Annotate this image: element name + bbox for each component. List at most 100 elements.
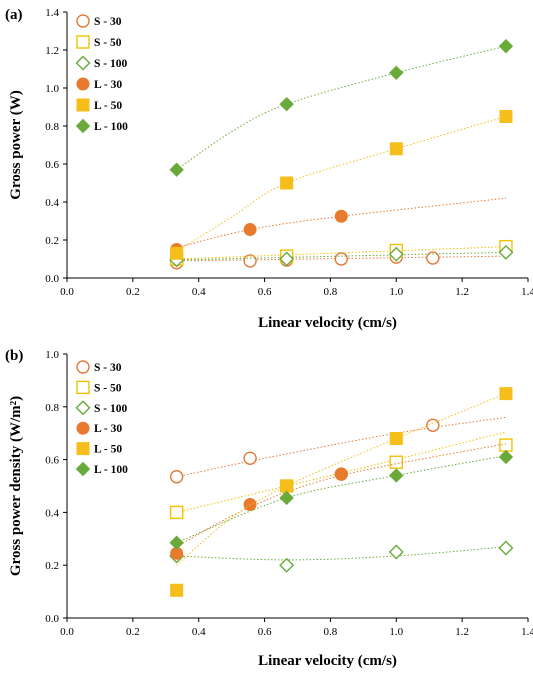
y-tick-label: 0.4 xyxy=(45,197,59,209)
data-point xyxy=(389,142,403,156)
data-point xyxy=(280,176,294,190)
legend-label: S - 30 xyxy=(94,16,122,28)
data-point xyxy=(389,455,403,469)
y-tick-label: 0.4 xyxy=(45,507,59,519)
data-point xyxy=(498,244,514,260)
data-point xyxy=(334,209,348,223)
data-point xyxy=(498,540,514,556)
x-tick-label: 1.2 xyxy=(455,626,469,638)
trendline xyxy=(176,251,506,261)
x-tick-label: 0.2 xyxy=(126,626,140,638)
data-point xyxy=(170,583,184,597)
legend-label: L - 30 xyxy=(94,79,122,91)
y-tick-label: 0.6 xyxy=(45,159,59,171)
data-point xyxy=(499,387,513,401)
legend-label: L - 30 xyxy=(94,423,122,435)
series-l-50 xyxy=(170,387,513,597)
data-point xyxy=(279,557,295,573)
panel-label: (b) xyxy=(5,348,23,364)
x-axis-title: Linear velocity (cm/s) xyxy=(258,315,397,331)
data-point xyxy=(169,162,184,177)
data-point xyxy=(170,246,184,260)
legend-marker xyxy=(75,55,91,71)
legend-marker xyxy=(76,98,90,112)
series-l-30 xyxy=(170,197,506,256)
legend-marker xyxy=(75,118,91,134)
trendline xyxy=(176,197,506,249)
data-point xyxy=(279,251,295,267)
trendline xyxy=(176,246,506,260)
legend-marker xyxy=(76,442,90,456)
data-point xyxy=(498,38,514,54)
panel-label: (a) xyxy=(5,7,23,23)
x-tick-label: 0.0 xyxy=(60,626,74,638)
legend-marker xyxy=(76,77,90,91)
x-axis-title: Linear velocity (cm/s) xyxy=(258,653,397,669)
legend-label: S - 30 xyxy=(94,362,122,374)
legend-label: L - 100 xyxy=(94,121,128,133)
legend-marker xyxy=(75,400,91,416)
data-point xyxy=(279,490,294,506)
y-tick-label: 0.8 xyxy=(45,402,59,414)
trendline xyxy=(176,416,507,478)
y-tick-label: 0.8 xyxy=(45,121,59,133)
series-s-30 xyxy=(169,250,506,270)
x-tick-label: 1.0 xyxy=(389,626,403,638)
trendline xyxy=(176,393,507,566)
y-tick-label: 0.2 xyxy=(45,560,59,572)
y-tick-label: 0.6 xyxy=(45,455,59,467)
legend-label: S - 50 xyxy=(94,382,122,394)
series-s-100 xyxy=(169,540,514,573)
legend-label: S - 100 xyxy=(94,58,127,70)
series-l-100 xyxy=(169,38,514,177)
x-tick-label: 1.0 xyxy=(389,286,403,298)
x-tick-label: 0.2 xyxy=(126,286,140,298)
data-point xyxy=(388,246,404,262)
x-tick-label: 0.6 xyxy=(258,626,272,638)
legend-marker xyxy=(76,14,90,28)
series-l-50 xyxy=(170,110,513,260)
data-point xyxy=(243,451,257,465)
x-tick-label: 0.4 xyxy=(192,286,206,298)
legend-label: L - 50 xyxy=(94,444,122,456)
series-l-100 xyxy=(169,449,514,550)
x-tick-label: 1.2 xyxy=(455,286,469,298)
legend-marker xyxy=(76,380,90,395)
y-tick-label: 1.0 xyxy=(45,83,59,95)
legend-label: L - 100 xyxy=(94,464,128,476)
x-tick-label: 0.0 xyxy=(60,286,74,298)
data-point xyxy=(169,535,184,550)
legend-marker xyxy=(76,35,90,49)
x-tick-label: 0.8 xyxy=(324,286,338,298)
y-axis-title: Gross power (W) xyxy=(8,90,24,199)
data-point xyxy=(243,223,257,237)
data-point xyxy=(499,438,513,452)
legend-label: L - 50 xyxy=(94,100,122,112)
panel-b-chart: (b) 0.0 0.2 0.4 0.6 0.8 1.0 1.2 1.4 0.0 0.2 0.4 0.6 0… xyxy=(5,348,533,669)
panel-a-chart: (a) 0.0 0.2 0.4 0.6 0.8 1.0 1.2 1.4 0.0 0.2 0.4 0.6 0… xyxy=(5,7,533,331)
data-point xyxy=(279,96,294,112)
data-point xyxy=(280,479,294,493)
x-tick-label: 0.4 xyxy=(192,626,206,638)
x-tick-label: 1.4 xyxy=(521,626,533,638)
x-tick-label: 1.4 xyxy=(521,286,533,298)
legend-marker xyxy=(76,421,90,435)
data-point xyxy=(243,497,257,511)
legend-marker xyxy=(75,461,91,477)
y-tick-label: 1.0 xyxy=(45,349,59,361)
data-point xyxy=(388,544,404,560)
y-tick-label: 1.4 xyxy=(45,7,59,19)
x-tick-label: 0.8 xyxy=(324,626,338,638)
y-tick-label: 0.2 xyxy=(45,235,59,247)
data-point xyxy=(334,252,348,266)
data-point xyxy=(169,505,184,520)
x-tick-label: 0.6 xyxy=(258,286,272,298)
y-axis-title: Gross power density (W/m²) xyxy=(8,396,24,576)
data-point xyxy=(169,470,184,484)
legend-marker xyxy=(76,360,90,374)
data-point xyxy=(389,431,403,445)
trendline xyxy=(176,45,507,171)
data-point xyxy=(389,468,404,483)
data-point xyxy=(334,467,348,481)
